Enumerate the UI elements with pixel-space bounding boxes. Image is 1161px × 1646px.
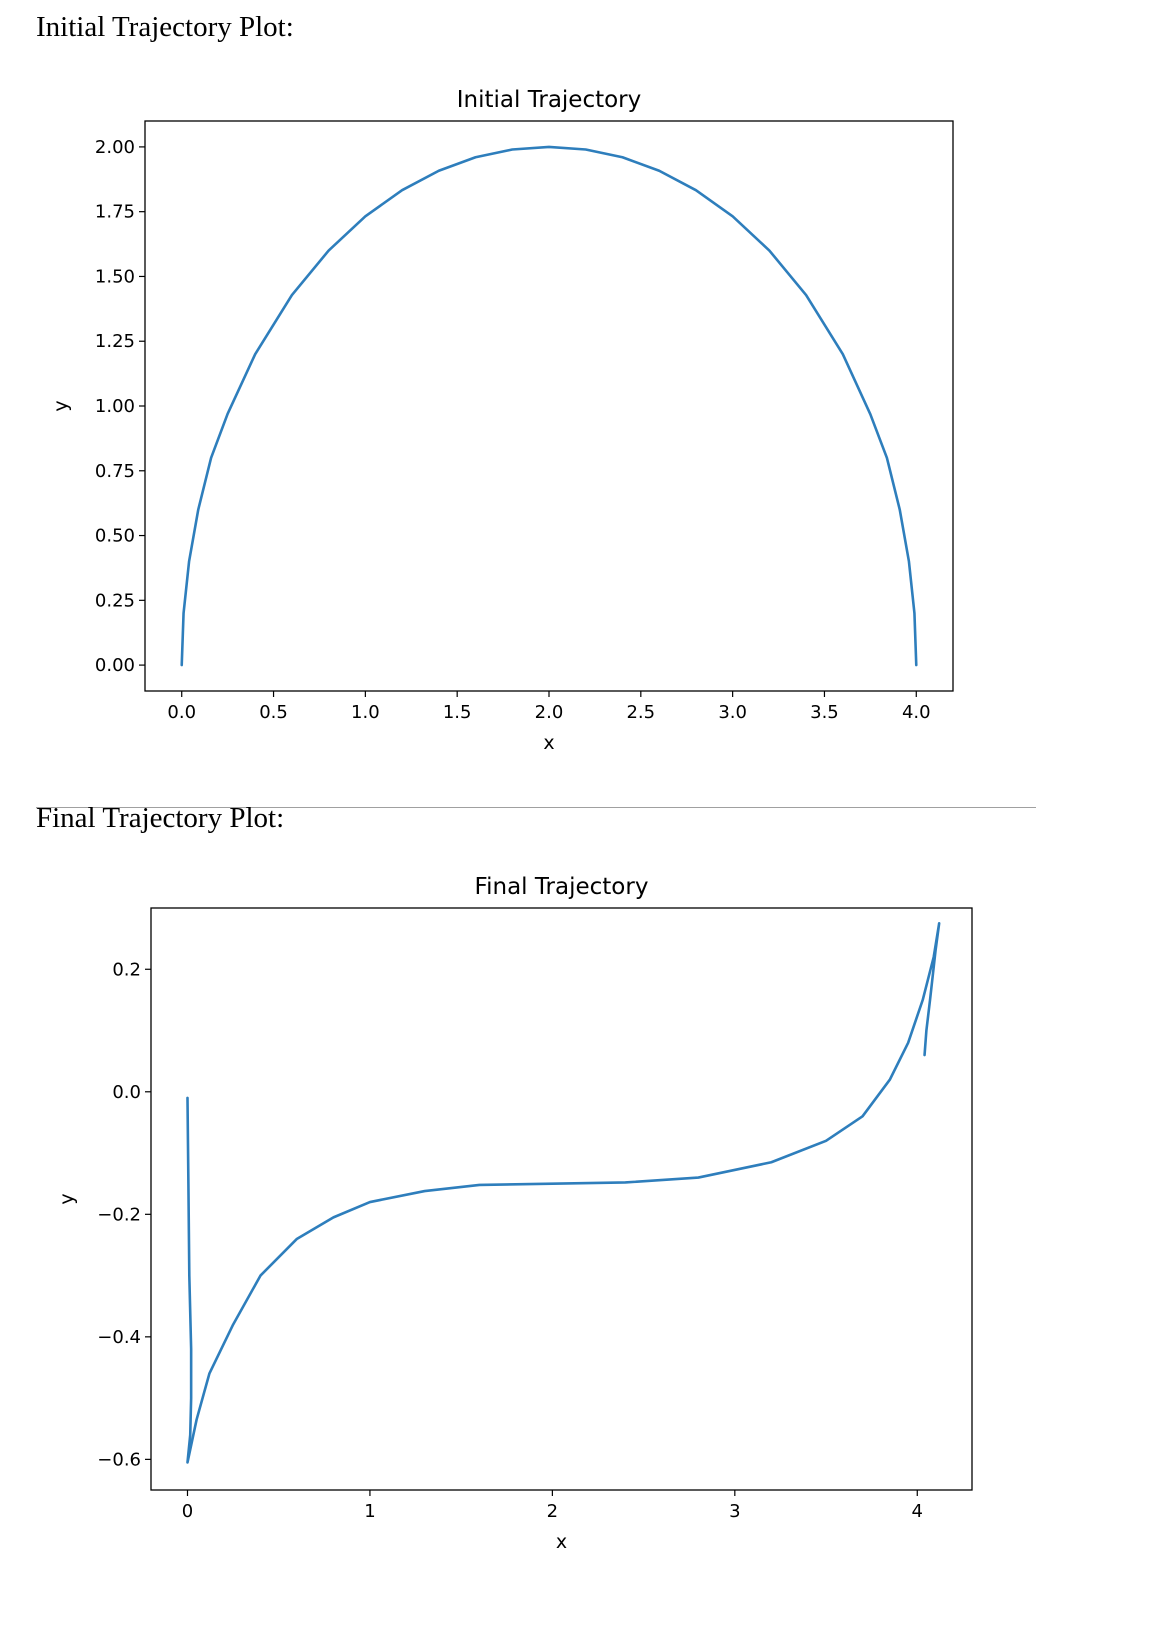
y-tick-label: 0.25 (95, 590, 135, 611)
y-tick-label: 1.75 (95, 202, 135, 223)
x-tick-label: 4 (912, 1501, 923, 1522)
y-tick-label: 1.00 (95, 396, 135, 417)
x-tick-label: 3.5 (810, 702, 839, 723)
y-tick-label: 0.50 (95, 526, 135, 547)
y-tick-label: 0.2 (112, 959, 141, 980)
x-axis-label: x (556, 1531, 567, 1553)
y-tick-label: 0.0 (112, 1082, 141, 1103)
x-tick-label: 2 (547, 1501, 558, 1522)
x-tick-label: 3.0 (718, 702, 747, 723)
x-tick-label: 2.0 (535, 702, 564, 723)
x-tick-label: 1 (364, 1501, 375, 1522)
final-plot-heading: Final Trajectory Plot: (36, 802, 285, 834)
x-tick-label: 1.0 (351, 702, 380, 723)
x-tick-label: 0 (182, 1501, 193, 1522)
initial-trajectory-chart: Initial Trajectory 0.0 0.5 1.0 1.5 2.0 2.5 3.0 3… (50, 87, 954, 754)
trajectory-line (180, 145, 918, 667)
y-tick-label: −0.6 (97, 1449, 141, 1470)
x-tick-label: 0.0 (167, 702, 196, 723)
x-tick-label: 4.0 (902, 702, 931, 723)
y-tick-label: −0.4 (97, 1327, 141, 1348)
chart-title: Initial Trajectory (457, 87, 642, 113)
y-axis-label: y (56, 1193, 78, 1204)
y-tick-label: 0.00 (95, 655, 135, 676)
section-divider (36, 807, 1036, 808)
x-tick-label: 1.5 (443, 702, 472, 723)
initial-plot-heading: Initial Trajectory Plot: (36, 11, 294, 43)
y-tick-label: 1.50 (95, 266, 135, 287)
plot-frame (150, 907, 973, 1491)
plot-frame (144, 120, 954, 692)
chart-title: Final Trajectory (475, 874, 649, 900)
trajectory-line (186, 922, 941, 1464)
y-tick-label: 2.00 (95, 137, 135, 158)
x-tick-label: 0.5 (259, 702, 288, 723)
y-axis-label: y (50, 400, 72, 411)
x-tick-label: 3 (729, 1501, 740, 1522)
x-axis-label: x (543, 732, 554, 754)
y-tick-label: 1.25 (95, 331, 135, 352)
x-tick-label: 2.5 (626, 702, 655, 723)
y-tick-label: −0.2 (97, 1204, 141, 1225)
y-tick-label: 0.75 (95, 461, 135, 482)
